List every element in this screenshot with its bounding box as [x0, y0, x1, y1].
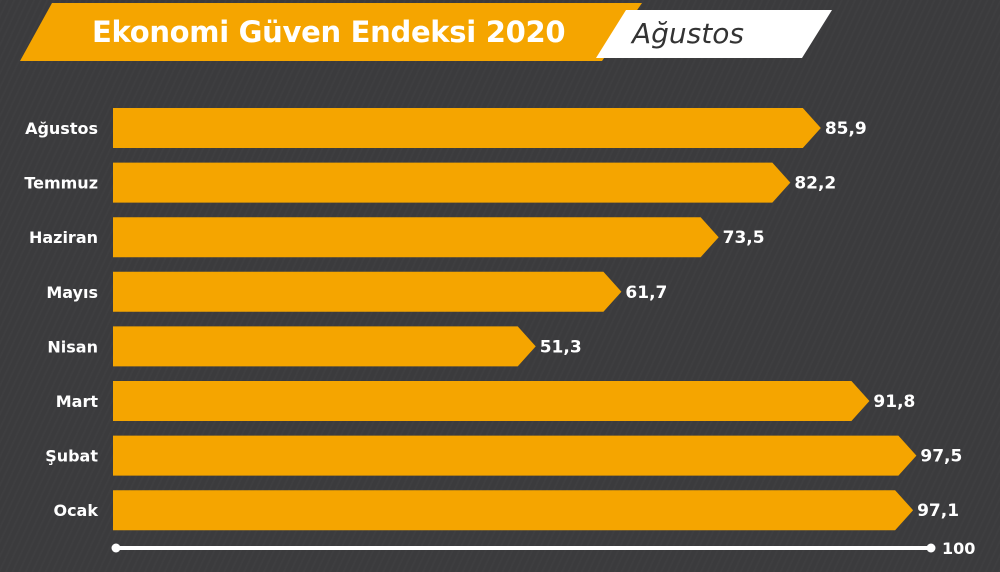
bar	[113, 435, 917, 476]
value-label: 82,2	[794, 174, 836, 194]
axis-max-label: 100	[942, 539, 975, 558]
bar	[113, 490, 914, 531]
title-banner	[20, 3, 642, 61]
bar	[113, 381, 870, 421]
month-banner	[596, 10, 832, 58]
category-label: Ocak	[53, 501, 98, 520]
category-label: Mart	[56, 392, 99, 411]
chart-title: Ekonomi Güven Endeksi 2020	[92, 15, 566, 49]
category-label: Haziran	[29, 228, 98, 247]
value-label: 97,1	[917, 501, 959, 521]
value-label: 91,8	[873, 392, 915, 412]
category-label: Mayıs	[46, 283, 98, 302]
bar	[113, 162, 791, 203]
bar	[113, 217, 719, 258]
bar	[113, 108, 821, 148]
category-label: Nisan	[47, 337, 98, 356]
bar	[113, 271, 622, 312]
month-label: Ağustos	[632, 17, 744, 50]
value-label: 51,3	[540, 337, 582, 357]
axis-end-dot	[926, 543, 936, 553]
value-label: 97,5	[920, 447, 962, 467]
value-label: 73,5	[723, 228, 765, 248]
category-label: Ağustos	[25, 119, 98, 138]
category-label: Şubat	[45, 447, 98, 466]
value-label: 85,9	[825, 119, 867, 139]
category-label: Temmuz	[24, 174, 98, 193]
bar	[113, 326, 536, 367]
axis-start-dot	[111, 543, 121, 553]
value-label: 61,7	[625, 283, 667, 303]
